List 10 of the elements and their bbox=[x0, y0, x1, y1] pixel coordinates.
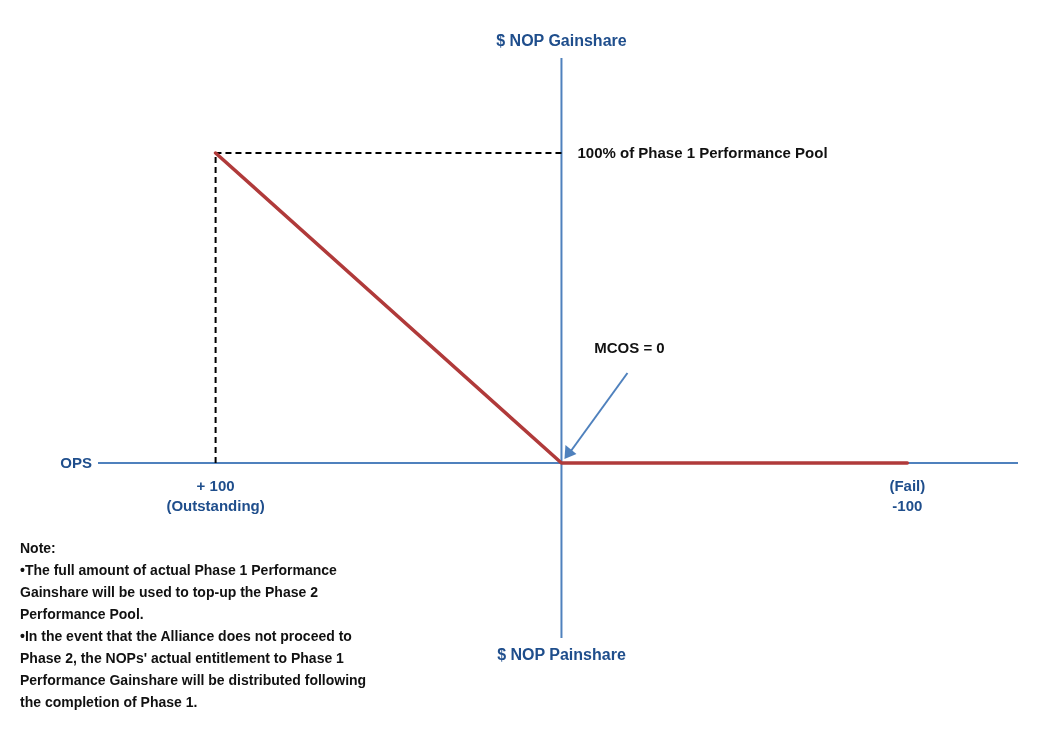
text: Note: bbox=[20, 540, 56, 556]
x-tick-label: (Fail) -100 bbox=[889, 477, 926, 514]
x-tick-label: + 100 (Outstanding) bbox=[166, 477, 265, 514]
x-axis-title: OPS bbox=[60, 454, 92, 471]
ref-line-label: $ NOP Gainshare bbox=[496, 32, 627, 49]
text: •In the event that the Alliance does not proceed to Phase 2, the NOPs' actual entitlement to Phase 1 Performance Gainshare will be distributed following the completion of Phase 1. bbox=[20, 628, 367, 710]
text: •The full amount of actual Phase 1 Performance Gainshare will be used to top-up the Phase 2 Performance Pool. bbox=[20, 562, 338, 622]
annotation: MCOS = 0 bbox=[594, 339, 665, 356]
text: $ NOP Painshare bbox=[497, 646, 626, 663]
ref-line-label: 100% of Phase 1 Performance Pool bbox=[577, 144, 828, 161]
